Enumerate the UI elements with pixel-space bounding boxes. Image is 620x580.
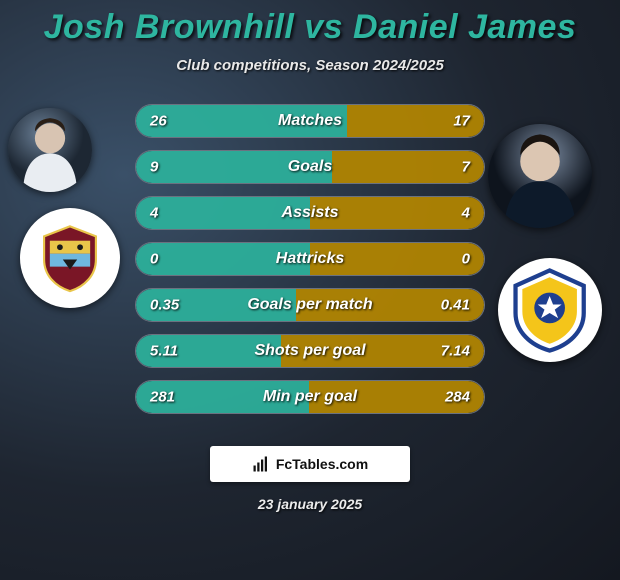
stat-value-right: 7.14 xyxy=(441,343,470,360)
stat-row: 26 17 Matches xyxy=(135,104,485,138)
stat-row: 281 284 Min per goal xyxy=(135,380,485,414)
comparison-card: Josh Brownhill vs Daniel James Club comp… xyxy=(0,0,620,580)
stat-label: Shots per goal xyxy=(254,342,365,360)
stat-value-left: 26 xyxy=(150,113,167,130)
bars-icon xyxy=(252,455,270,473)
stat-value-right: 284 xyxy=(445,389,470,406)
stat-label: Matches xyxy=(278,112,342,130)
date-label: 23 january 2025 xyxy=(258,496,362,512)
crest-icon xyxy=(34,222,106,294)
stat-label: Goals xyxy=(288,158,332,176)
player-left-avatar xyxy=(8,108,92,192)
brand-label: FcTables.com xyxy=(276,456,368,472)
club-right-crest xyxy=(498,258,602,362)
stat-value-left: 0.35 xyxy=(150,297,179,314)
stat-value-left: 4 xyxy=(150,205,158,222)
stat-row: 4 4 Assists xyxy=(135,196,485,230)
stat-label: Goals per match xyxy=(247,296,372,314)
page-title: Josh Brownhill vs Daniel James xyxy=(0,8,620,47)
stat-label: Hattricks xyxy=(276,250,344,268)
stat-value-left: 281 xyxy=(150,389,175,406)
stat-label: Min per goal xyxy=(263,388,357,406)
stat-row: 0.35 0.41 Goals per match xyxy=(135,288,485,322)
club-left-crest xyxy=(20,208,120,308)
stat-value-left: 9 xyxy=(150,159,158,176)
stat-value-right: 4 xyxy=(462,205,470,222)
stat-value-right: 0 xyxy=(462,251,470,268)
player-right-avatar xyxy=(488,124,592,228)
stat-row: 9 7 Goals xyxy=(135,150,485,184)
stat-label: Assists xyxy=(282,204,339,222)
stat-value-right: 17 xyxy=(453,113,470,130)
stat-value-right: 0.41 xyxy=(441,297,470,314)
stat-value-right: 7 xyxy=(462,159,470,176)
avatar-placeholder-icon xyxy=(8,108,92,192)
stats-list: 26 17 Matches 9 7 Goals 4 4 Assists 0 0 Hattricks 0.… xyxy=(135,104,485,414)
avatar-placeholder-icon xyxy=(488,124,592,228)
crest-icon xyxy=(507,267,592,352)
stat-value-left: 0 xyxy=(150,251,158,268)
stat-value-left: 5.11 xyxy=(150,343,178,360)
subtitle: Club competitions, Season 2024/2025 xyxy=(0,57,620,74)
stat-row: 0 0 Hattricks xyxy=(135,242,485,276)
stat-row: 5.11 7.14 Shots per goal xyxy=(135,334,485,368)
brand-card: FcTables.com xyxy=(210,446,410,482)
